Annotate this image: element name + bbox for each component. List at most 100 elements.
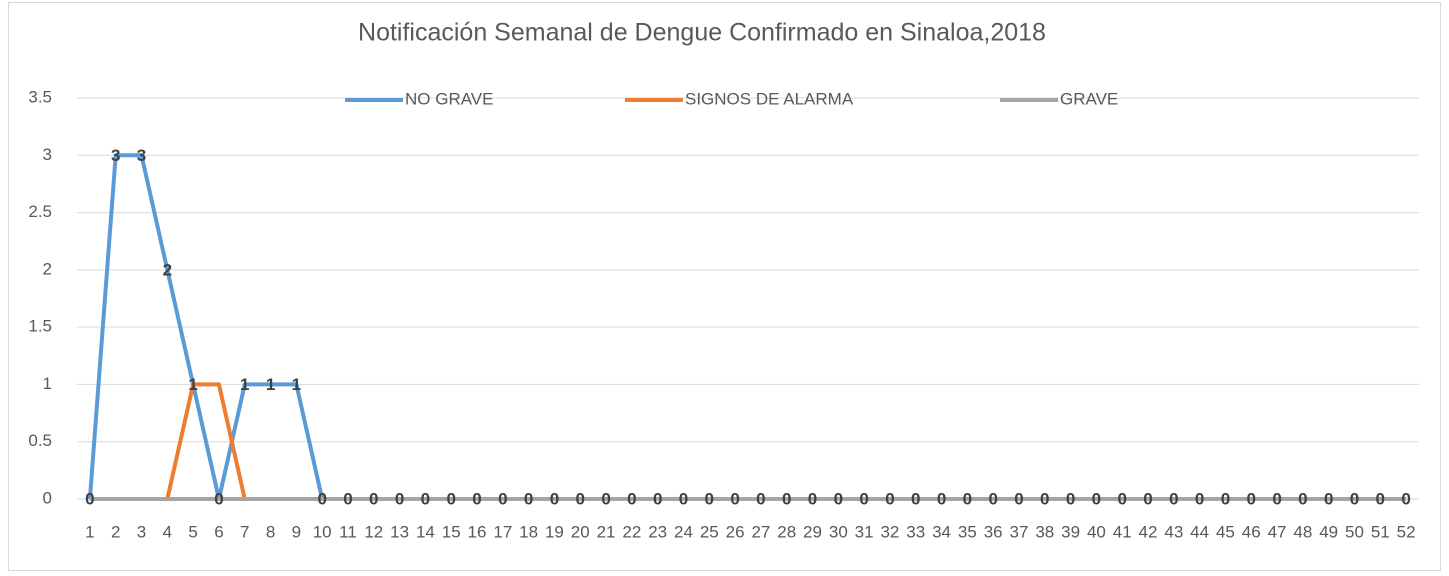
y-tick-label: 1	[43, 374, 52, 393]
x-tick-label: 22	[622, 522, 641, 541]
data-label: 0	[859, 489, 868, 508]
x-tick-label: 35	[958, 522, 977, 541]
x-tick-label: 42	[1139, 522, 1158, 541]
data-label: 0	[679, 489, 688, 508]
x-tick-label: 5	[188, 522, 197, 541]
data-label: 1	[240, 375, 249, 394]
data-label: 0	[1066, 489, 1075, 508]
data-label: 0	[395, 489, 404, 508]
x-tick-label: 1	[85, 522, 94, 541]
y-tick-label: 0.5	[28, 431, 52, 450]
data-label: 0	[1040, 489, 1049, 508]
y-tick-label: 2.5	[28, 202, 52, 221]
data-label: 0	[653, 489, 662, 508]
x-tick-label: 24	[674, 522, 693, 541]
data-label: 0	[498, 489, 507, 508]
x-tick-label: 50	[1345, 522, 1364, 541]
y-tick-label: 2	[43, 259, 52, 278]
x-tick-label: 23	[648, 522, 667, 541]
x-tick-label: 37	[1010, 522, 1029, 541]
x-tick-label: 33	[906, 522, 925, 541]
data-label: 0	[782, 489, 791, 508]
x-tick-label: 31	[855, 522, 874, 541]
data-label: 0	[1324, 489, 1333, 508]
x-tick-label: 43	[1164, 522, 1183, 541]
data-label: 0	[524, 489, 533, 508]
x-tick-label: 38	[1035, 522, 1054, 541]
x-tick-label: 2	[111, 522, 120, 541]
data-label: 0	[1376, 489, 1385, 508]
data-label: 0	[1221, 489, 1230, 508]
data-label: 0	[369, 489, 378, 508]
x-tick-label: 40	[1087, 522, 1106, 541]
data-label: 0	[601, 489, 610, 508]
data-label: 0	[963, 489, 972, 508]
x-tick-label: 11	[339, 522, 357, 541]
x-tick-label: 34	[932, 522, 951, 541]
data-label: 0	[1401, 489, 1410, 508]
data-label: 3	[111, 146, 120, 165]
data-label: 0	[550, 489, 559, 508]
y-tick-label: 1.5	[28, 317, 52, 336]
x-tick-label: 19	[545, 522, 564, 541]
data-label: 0	[627, 489, 636, 508]
x-tick-label: 14	[416, 522, 435, 541]
data-label: 0	[343, 489, 352, 508]
data-label: 2	[163, 260, 172, 279]
data-label: 1	[188, 375, 197, 394]
data-label: 1	[266, 375, 275, 394]
data-label: 0	[937, 489, 946, 508]
data-label: 0	[808, 489, 817, 508]
x-tick-label: 6	[214, 522, 223, 541]
data-label: 1	[292, 375, 301, 394]
x-tick-label: 28	[777, 522, 796, 541]
data-label: 3	[137, 146, 146, 165]
x-tick-label: 15	[442, 522, 461, 541]
data-label: 0	[1272, 489, 1281, 508]
data-label: 0	[1298, 489, 1307, 508]
x-tick-label: 20	[571, 522, 590, 541]
x-tick-label: 30	[829, 522, 848, 541]
data-label: 0	[1014, 489, 1023, 508]
x-tick-label: 52	[1397, 522, 1416, 541]
x-tick-label: 49	[1319, 522, 1338, 541]
x-tick-label: 8	[266, 522, 275, 541]
data-label: 0	[1247, 489, 1256, 508]
data-label: 0	[446, 489, 455, 508]
x-tick-label: 17	[493, 522, 512, 541]
data-label: 0	[730, 489, 739, 508]
y-tick-label: 0	[43, 488, 52, 507]
x-tick-label: 27	[751, 522, 770, 541]
data-label: 0	[1143, 489, 1152, 508]
data-label: 0	[1195, 489, 1204, 508]
data-label: 0	[421, 489, 430, 508]
legend-label: GRAVE	[1060, 89, 1118, 108]
x-tick-label: 12	[364, 522, 383, 541]
y-tick-label: 3.5	[28, 87, 52, 106]
x-tick-label: 9	[292, 522, 301, 541]
x-tick-label: 48	[1293, 522, 1312, 541]
data-label: 0	[1117, 489, 1126, 508]
data-label: 0	[576, 489, 585, 508]
data-label: 0	[911, 489, 920, 508]
x-tick-label: 44	[1190, 522, 1209, 541]
x-tick-label: 13	[390, 522, 409, 541]
x-tick-label: 25	[700, 522, 719, 541]
data-label: 0	[705, 489, 714, 508]
x-tick-label: 21	[597, 522, 616, 541]
x-tick-label: 46	[1242, 522, 1261, 541]
x-tick-label: 29	[803, 522, 822, 541]
x-tick-label: 4	[163, 522, 172, 541]
x-tick-label: 26	[726, 522, 745, 541]
data-label: 0	[1169, 489, 1178, 508]
x-tick-label: 36	[984, 522, 1003, 541]
x-tick-label: 18	[519, 522, 538, 541]
data-label: 0	[1092, 489, 1101, 508]
data-label: 0	[472, 489, 481, 508]
data-label: 0	[85, 489, 94, 508]
x-tick-label: 41	[1113, 522, 1132, 541]
chart-title: Notificación Semanal de Dengue Confirmad…	[358, 19, 1046, 47]
data-label: 0	[756, 489, 765, 508]
data-label: 0	[317, 489, 326, 508]
